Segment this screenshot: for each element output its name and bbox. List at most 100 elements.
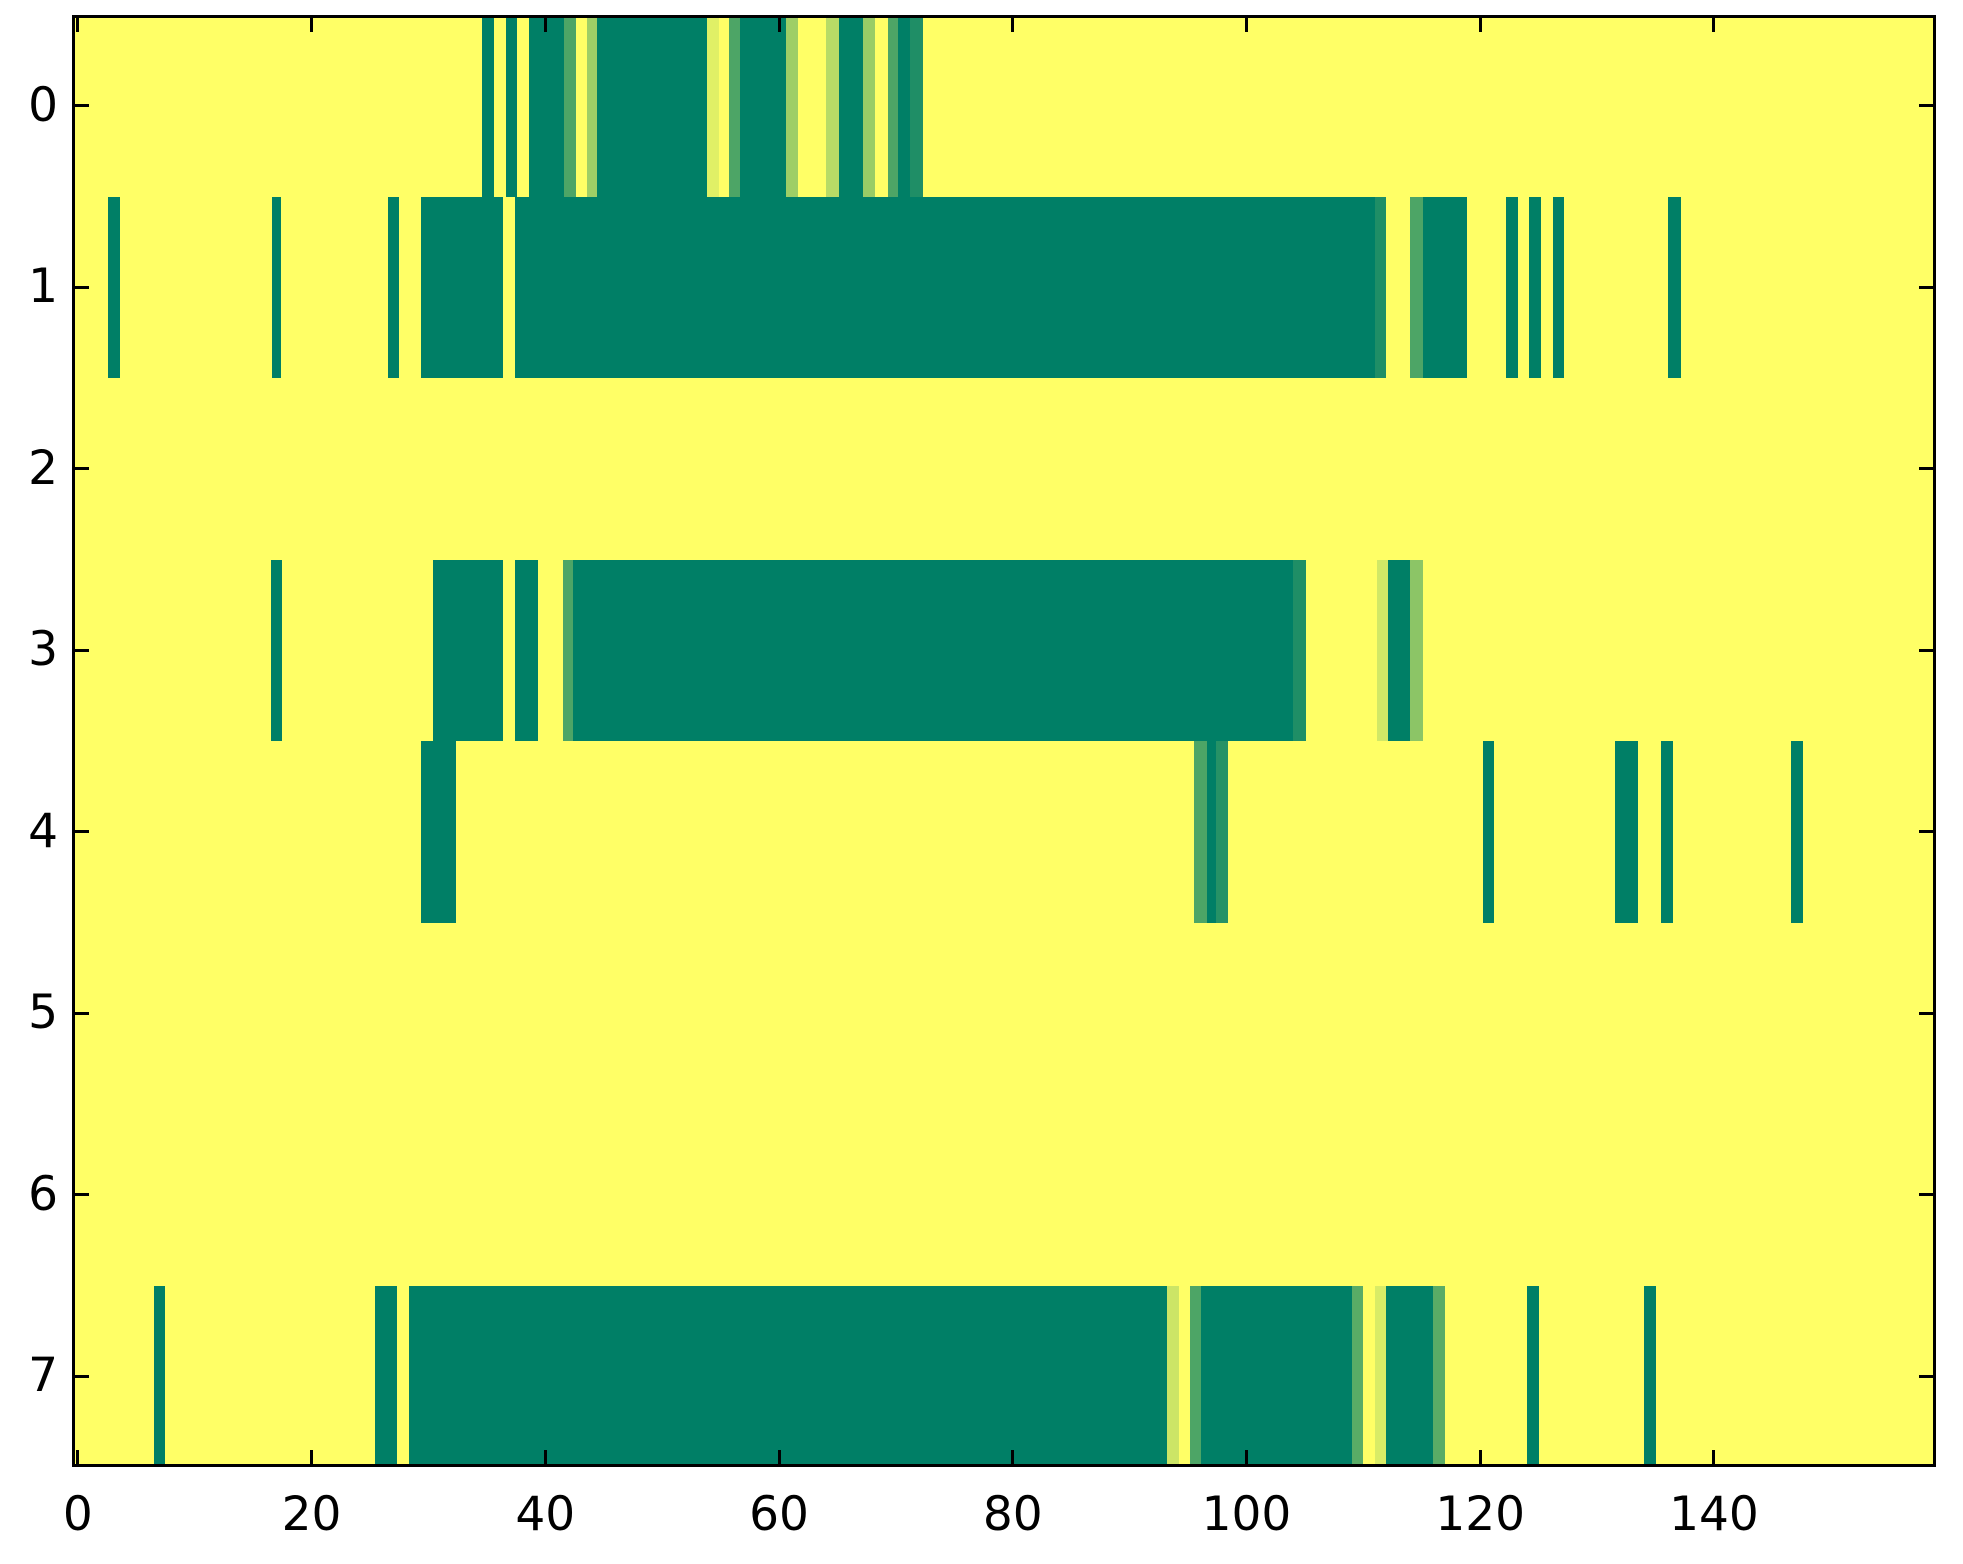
heatmap-segment xyxy=(505,15,518,197)
heatmap-segment xyxy=(1661,741,1674,923)
x-tick-label: 100 xyxy=(1201,1487,1292,1542)
x-tick-label: 20 xyxy=(281,1487,342,1542)
x-tick-mark-top xyxy=(1478,15,1482,32)
heatmap-segment xyxy=(1526,1285,1539,1467)
x-tick-mark-top xyxy=(1712,15,1716,32)
heatmap-segment xyxy=(740,15,787,197)
heatmap-row-0 xyxy=(72,15,1936,197)
heatmap-segment xyxy=(1529,196,1541,378)
y-tick-mark-right xyxy=(1919,1374,1936,1378)
heatmap-segment xyxy=(1410,196,1423,378)
heatmap-segment xyxy=(1193,741,1207,923)
heatmap-segment xyxy=(863,15,875,197)
y-tick-label: 7 xyxy=(28,1348,58,1404)
heatmap-segment xyxy=(421,196,504,378)
heatmap-segment xyxy=(387,196,400,378)
x-tick-mark-bottom xyxy=(1478,1450,1482,1467)
heatmap-segment xyxy=(1614,741,1638,923)
x-tick-mark-top xyxy=(76,15,80,32)
heatmap-row-1 xyxy=(72,196,1936,378)
heatmap-plot-area xyxy=(72,15,1936,1467)
heatmap-segment xyxy=(1668,196,1682,378)
x-tick-mark-bottom xyxy=(1244,1450,1248,1467)
heatmap-segment xyxy=(1375,196,1386,378)
y-tick-label: 3 xyxy=(28,622,58,678)
heatmap-row-4 xyxy=(72,741,1936,923)
y-tick-label: 2 xyxy=(28,440,58,496)
heatmap-segment xyxy=(270,559,283,741)
heatmap-segment xyxy=(786,15,798,197)
y-tick-mark-left xyxy=(72,648,89,652)
heatmap-segment xyxy=(1791,741,1803,923)
heatmap-segment xyxy=(514,196,1376,378)
heatmap-segment xyxy=(514,559,539,741)
x-tick-label: 60 xyxy=(749,1487,809,1542)
heatmap-segment xyxy=(1643,1285,1656,1467)
y-tick-mark-right xyxy=(1919,830,1936,834)
heatmap-segment xyxy=(374,1285,397,1467)
heatmap-segment xyxy=(1167,1285,1179,1467)
heatmap-segment xyxy=(562,559,574,741)
x-tick-mark-top xyxy=(777,15,781,32)
y-tick-mark-right xyxy=(1919,104,1936,108)
x-tick-mark-bottom xyxy=(1011,1450,1015,1467)
heatmap-row-5 xyxy=(72,923,1936,1105)
heatmap-segment xyxy=(408,1285,1168,1467)
heatmap-segment xyxy=(433,559,504,741)
heatmap-segment xyxy=(528,15,564,197)
y-tick-mark-right xyxy=(1919,648,1936,652)
x-tick-mark-bottom xyxy=(543,1450,547,1467)
x-tick-label: 140 xyxy=(1669,1487,1759,1542)
heatmap-segment xyxy=(1200,1285,1352,1467)
heatmap-row-6 xyxy=(72,1104,1936,1286)
y-tick-label: 1 xyxy=(28,259,58,315)
y-tick-mark-right xyxy=(1919,1011,1936,1015)
y-tick-label: 6 xyxy=(28,1166,58,1222)
y-tick-label: 4 xyxy=(28,803,58,859)
heatmap-segment xyxy=(482,15,494,197)
heatmap-segment xyxy=(898,15,910,197)
x-tick-mark-top xyxy=(1011,15,1015,32)
heatmap-segment xyxy=(909,15,923,197)
heatmap-segment xyxy=(587,15,597,197)
x-tick-label: 80 xyxy=(982,1487,1043,1542)
y-tick-mark-left xyxy=(72,1011,89,1015)
heatmap-segment xyxy=(887,15,899,197)
heatmap-segment xyxy=(573,559,1294,741)
heatmap-segment xyxy=(728,15,741,197)
y-tick-mark-right xyxy=(1919,285,1936,289)
x-tick-mark-top xyxy=(543,15,547,32)
heatmap-segment xyxy=(1505,196,1518,378)
y-tick-mark-left xyxy=(72,467,89,471)
heatmap-segment xyxy=(1377,559,1388,741)
x-tick-label: 0 xyxy=(62,1487,93,1542)
x-tick-label: 40 xyxy=(515,1487,576,1542)
y-tick-mark-left xyxy=(72,285,89,289)
heatmap-segment xyxy=(825,15,839,197)
heatmap-segment xyxy=(706,15,720,197)
heatmap-segment xyxy=(1552,196,1565,378)
heatmap-segment xyxy=(153,1285,166,1467)
heatmap-row-3 xyxy=(72,559,1936,741)
y-tick-mark-left xyxy=(72,1193,89,1197)
heatmap-segment xyxy=(1433,1285,1446,1467)
y-tick-label: 5 xyxy=(28,985,58,1041)
x-tick-mark-bottom xyxy=(1712,1450,1716,1467)
heatmap-segment xyxy=(271,196,282,378)
y-tick-mark-right xyxy=(1919,467,1936,471)
y-tick-mark-left xyxy=(72,104,89,108)
x-tick-mark-bottom xyxy=(76,1450,80,1467)
heatmap-segment xyxy=(564,15,576,197)
heatmap-segment xyxy=(421,741,457,923)
x-tick-mark-top xyxy=(1244,15,1248,32)
heatmap-segment xyxy=(596,15,707,197)
heatmap-segment xyxy=(1482,741,1495,923)
x-tick-mark-bottom xyxy=(310,1450,314,1467)
heatmap-segment xyxy=(1385,1285,1434,1467)
y-tick-mark-right xyxy=(1919,1193,1936,1197)
heatmap-row-2 xyxy=(72,378,1936,560)
heatmap-row-7 xyxy=(72,1285,1936,1467)
heatmap-segment xyxy=(1375,1285,1386,1467)
heatmap-segment xyxy=(1351,1285,1364,1467)
